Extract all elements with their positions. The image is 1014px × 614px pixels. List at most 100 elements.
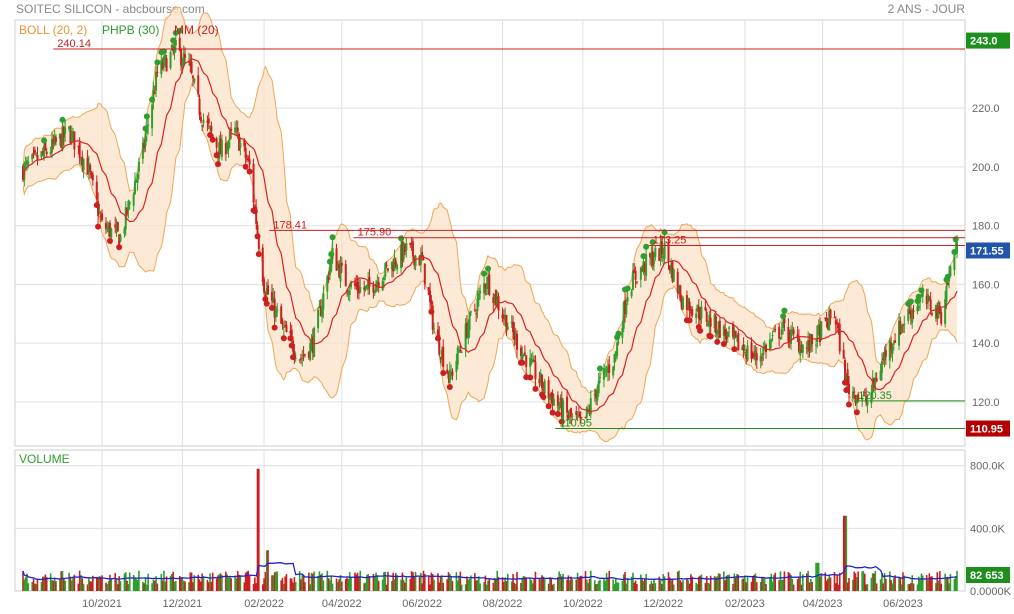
volume-bar	[910, 582, 912, 591]
volume-bar	[72, 577, 74, 591]
volume-bar	[312, 573, 314, 591]
volume-bar	[484, 575, 487, 591]
candle-body	[883, 352, 886, 361]
legend-mm[interactable]: MM (20)	[174, 23, 219, 37]
candle-body	[699, 315, 702, 321]
candle-body	[921, 292, 924, 297]
volume-bar	[69, 576, 72, 591]
candle-body	[261, 247, 264, 283]
candle-body	[385, 265, 388, 267]
volume-bar	[235, 578, 238, 591]
volume-bar	[603, 578, 605, 591]
candle-body	[172, 49, 175, 51]
volume-bar	[599, 579, 601, 591]
volume-bar	[551, 584, 554, 591]
volume-bar	[533, 578, 535, 591]
candle-body	[365, 284, 368, 286]
candle-body	[805, 347, 808, 349]
candle-body	[126, 207, 129, 215]
candle-body	[265, 288, 268, 295]
candle-body	[925, 295, 928, 304]
volume-bar	[894, 575, 896, 591]
candle-body	[751, 354, 754, 358]
legend-phpb[interactable]: PHPB (30)	[102, 23, 159, 37]
volume-bar	[613, 583, 616, 591]
volume-bar	[466, 576, 468, 591]
volume-bar	[313, 571, 315, 591]
volume-bar	[188, 582, 190, 591]
price-badge	[966, 242, 1010, 259]
volume-bar	[272, 575, 275, 591]
volume-bar	[586, 579, 588, 591]
volume-bar	[73, 574, 76, 591]
volume-bar	[524, 576, 526, 591]
candle-body	[901, 324, 904, 326]
volume-bar	[88, 578, 90, 591]
candle-body	[616, 342, 619, 356]
candle-body	[762, 347, 765, 356]
candle-body	[319, 305, 322, 316]
candle-body	[35, 153, 38, 155]
volume-bar	[51, 579, 53, 591]
candle-body	[861, 398, 864, 400]
volume-bar	[725, 575, 728, 591]
candle-body	[595, 390, 598, 399]
volume-bar	[202, 576, 205, 591]
volume-bar	[475, 580, 477, 591]
candle-body	[725, 332, 728, 340]
candle-body	[255, 206, 258, 224]
candle-body	[357, 286, 360, 294]
candle-body	[650, 253, 653, 260]
legend-boll[interactable]: BOLL (20, 2)	[19, 23, 87, 37]
candle-body	[442, 346, 445, 368]
volume-bar	[35, 584, 37, 591]
volume-bar	[861, 571, 863, 591]
candle-body	[108, 222, 111, 237]
period-label[interactable]: 2 ANS - JOUR	[888, 2, 966, 16]
volume-bar	[77, 583, 80, 591]
candle-body	[685, 295, 688, 311]
candle-body	[44, 142, 47, 150]
candle-body	[761, 357, 764, 359]
phpb-low-marker	[554, 410, 561, 417]
candle-body	[32, 152, 35, 154]
candle-body	[504, 315, 507, 321]
candle-body	[691, 308, 694, 316]
candle-body	[641, 269, 644, 271]
phpb-high-marker	[170, 37, 177, 44]
volume-bar	[105, 582, 107, 591]
volume-bar	[690, 574, 692, 591]
candle-body	[372, 284, 375, 293]
candle-body	[807, 340, 810, 352]
volume-bar	[808, 582, 811, 591]
volume-bar	[949, 573, 952, 591]
volume-bar	[791, 578, 794, 591]
volume-bar	[929, 576, 932, 591]
candle-body	[144, 136, 147, 147]
x-tick-label: 12/2021	[163, 598, 203, 610]
volume-bar	[588, 578, 591, 591]
volume-bar	[256, 468, 259, 591]
candle-body	[170, 45, 173, 51]
volume-bar	[458, 575, 460, 591]
volume-bar	[40, 582, 43, 591]
candle-body	[521, 352, 524, 361]
volume-bar	[916, 584, 919, 591]
volume-bar	[937, 580, 940, 591]
volume-bar	[782, 579, 784, 591]
volume-badge-label: 82 653	[970, 570, 1004, 582]
volume-bar	[414, 571, 417, 591]
candle-body	[256, 225, 259, 234]
volume-bar	[682, 580, 684, 591]
candle-body	[853, 391, 856, 393]
candle-body	[891, 346, 894, 354]
phpb-high-marker	[41, 137, 48, 144]
volume-bar	[753, 575, 755, 591]
phpb-high-marker	[485, 265, 492, 272]
candle-body	[658, 248, 661, 261]
volume-bar	[856, 577, 858, 591]
candle-body	[908, 311, 911, 314]
volume-tick-label: 400.0K	[970, 523, 1006, 535]
volume-bar	[899, 578, 902, 591]
candle-body	[680, 299, 683, 309]
